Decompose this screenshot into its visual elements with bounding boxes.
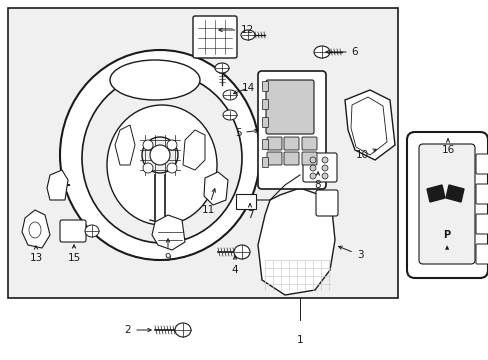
Text: 9: 9 — [164, 239, 171, 263]
FancyBboxPatch shape — [302, 137, 316, 150]
Polygon shape — [152, 215, 184, 250]
FancyBboxPatch shape — [266, 137, 282, 150]
Polygon shape — [203, 172, 227, 205]
FancyBboxPatch shape — [475, 244, 488, 264]
Text: 12: 12 — [219, 25, 253, 35]
Text: 5: 5 — [234, 128, 258, 138]
FancyBboxPatch shape — [284, 137, 298, 150]
FancyBboxPatch shape — [475, 214, 488, 234]
FancyBboxPatch shape — [262, 140, 268, 149]
FancyBboxPatch shape — [262, 158, 268, 167]
Polygon shape — [350, 97, 386, 155]
Ellipse shape — [234, 245, 249, 259]
Polygon shape — [115, 125, 135, 165]
Text: 16: 16 — [441, 139, 454, 155]
Text: 3: 3 — [338, 246, 363, 260]
Circle shape — [142, 137, 178, 173]
Ellipse shape — [313, 46, 329, 58]
Circle shape — [309, 173, 315, 179]
Ellipse shape — [175, 323, 191, 337]
Ellipse shape — [107, 105, 217, 225]
Text: 8: 8 — [314, 172, 321, 190]
FancyBboxPatch shape — [265, 80, 313, 134]
FancyBboxPatch shape — [262, 99, 268, 109]
FancyBboxPatch shape — [315, 190, 337, 216]
FancyBboxPatch shape — [303, 153, 336, 182]
Circle shape — [142, 140, 153, 150]
Text: 7: 7 — [246, 204, 253, 220]
FancyBboxPatch shape — [406, 132, 487, 278]
Text: 13: 13 — [29, 246, 42, 263]
Ellipse shape — [85, 225, 99, 237]
FancyBboxPatch shape — [475, 184, 488, 204]
Polygon shape — [47, 170, 68, 200]
FancyBboxPatch shape — [60, 220, 86, 242]
Ellipse shape — [60, 50, 260, 260]
Ellipse shape — [223, 110, 237, 120]
Circle shape — [309, 157, 315, 163]
Polygon shape — [445, 185, 463, 202]
Bar — [8, 8, 397, 298]
FancyBboxPatch shape — [262, 81, 268, 91]
Ellipse shape — [241, 30, 254, 40]
Text: ▲: ▲ — [444, 246, 448, 251]
Text: 10: 10 — [355, 149, 376, 160]
FancyBboxPatch shape — [193, 16, 237, 58]
Polygon shape — [345, 90, 394, 160]
Text: 15: 15 — [67, 245, 81, 263]
Text: 4: 4 — [231, 256, 238, 275]
Circle shape — [142, 163, 153, 173]
Polygon shape — [426, 185, 444, 202]
Polygon shape — [258, 188, 334, 295]
FancyBboxPatch shape — [418, 144, 474, 264]
Circle shape — [167, 163, 177, 173]
Circle shape — [321, 165, 327, 171]
FancyBboxPatch shape — [236, 194, 256, 209]
Circle shape — [167, 140, 177, 150]
Text: 6: 6 — [325, 47, 358, 57]
Ellipse shape — [215, 63, 228, 73]
Ellipse shape — [110, 60, 200, 100]
FancyBboxPatch shape — [475, 154, 488, 174]
Text: 2: 2 — [124, 325, 151, 335]
Ellipse shape — [82, 73, 242, 243]
FancyBboxPatch shape — [284, 152, 298, 165]
Circle shape — [321, 157, 327, 163]
Polygon shape — [22, 210, 50, 248]
FancyBboxPatch shape — [258, 71, 325, 189]
Circle shape — [150, 145, 170, 165]
Text: 1: 1 — [296, 335, 303, 345]
Circle shape — [321, 173, 327, 179]
FancyBboxPatch shape — [262, 117, 268, 127]
Polygon shape — [183, 130, 204, 170]
Text: P: P — [443, 230, 449, 240]
Ellipse shape — [223, 90, 237, 100]
FancyBboxPatch shape — [266, 152, 282, 165]
Text: 14: 14 — [241, 83, 254, 93]
Circle shape — [309, 165, 315, 171]
FancyBboxPatch shape — [302, 152, 316, 165]
Text: 11: 11 — [201, 189, 215, 215]
